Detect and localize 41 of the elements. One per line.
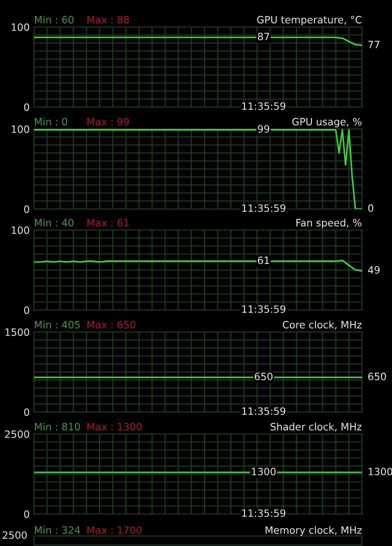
text: Min : 324 — [34, 526, 80, 534]
text: Max : 88 — [87, 16, 129, 24]
annotation: 11:35:59 — [242, 204, 286, 212]
y-tick-label: 100 — [12, 226, 30, 234]
text: Min : 0 — [34, 118, 68, 126]
annotation: 99 — [258, 125, 270, 133]
y-tick-label: 2500 — [5, 430, 30, 438]
annotation: 11:35:59 — [242, 509, 286, 517]
chart-title: Core clock, MHz — [282, 320, 362, 330]
y-tick-label: 0 — [24, 306, 30, 314]
y-tick-label: 1500 — [5, 328, 30, 336]
text: Min : 405 — [34, 320, 80, 328]
y-tick-label: 0 — [24, 510, 30, 518]
text: Max : 1300 — [87, 422, 142, 430]
text: Max : 1700 — [87, 526, 142, 534]
chart-title: Fan speed, % — [296, 218, 362, 228]
y-tick-label: 0 — [24, 205, 30, 213]
annotation: 11:35:59 — [242, 305, 286, 313]
text: Max : 99 — [87, 118, 129, 126]
text: Min : 60 — [34, 16, 74, 24]
chart-title: GPU usage, % — [292, 118, 362, 128]
text: Min : 40 — [34, 218, 74, 226]
y-tick-label: 100 — [12, 23, 30, 31]
text: Min : 810 — [34, 422, 80, 430]
annotation: 61 — [258, 256, 270, 264]
chart-title: Shader clock, MHz — [270, 422, 362, 432]
text: Max : 650 — [87, 320, 136, 328]
text: 650 — [368, 372, 386, 380]
y-tick-label: 0 — [24, 408, 30, 416]
annotation: 11:35:59 — [242, 407, 286, 415]
text: 77 — [368, 40, 380, 48]
text: 49 — [368, 266, 380, 274]
text: Max : 61 — [87, 218, 129, 226]
y-tick-label: 100 — [12, 125, 30, 133]
y-tick-label: 0 — [24, 103, 30, 111]
chart-title: GPU temperature, °C — [257, 16, 362, 26]
text: 0 — [368, 204, 374, 212]
text: Memory clock, MHz — [266, 526, 362, 536]
annotation: 87 — [258, 32, 270, 40]
text: 1300 — [368, 468, 392, 476]
annotation: 11:35:59 — [242, 102, 286, 110]
